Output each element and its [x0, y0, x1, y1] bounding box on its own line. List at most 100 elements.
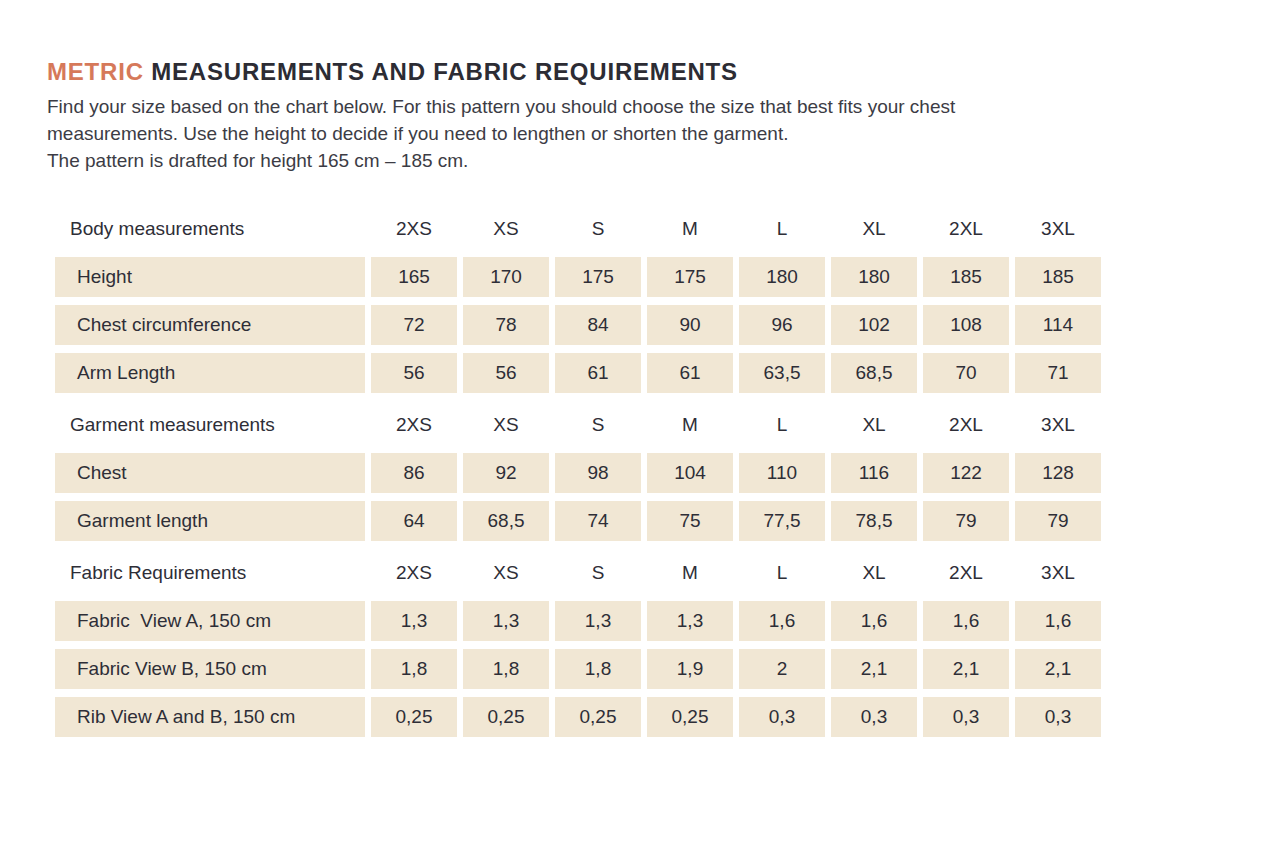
page-title-highlight: METRIC: [47, 58, 144, 85]
value-cell: 1,3: [371, 601, 457, 641]
value-cell: 1,3: [463, 601, 549, 641]
size-header-cell: L: [739, 553, 825, 593]
value-cell: 61: [555, 353, 641, 393]
value-cell: 96: [739, 305, 825, 345]
row-label-cell: Height: [55, 257, 365, 297]
value-cell: 108: [923, 305, 1009, 345]
value-cell: 1,9: [647, 649, 733, 689]
value-cell: 2,1: [831, 649, 917, 689]
value-cell: 0,25: [647, 697, 733, 737]
value-cell: 2: [739, 649, 825, 689]
size-header-cell: S: [555, 405, 641, 445]
table-row: Height165170175175180180185185: [55, 257, 1263, 297]
row-label-cell: Rib View A and B, 150 cm: [55, 697, 365, 737]
size-table: Body measurements2XSXSSMLXL2XL3XLHeight1…: [55, 209, 1263, 737]
value-cell: 1,6: [1015, 601, 1101, 641]
value-cell: 116: [831, 453, 917, 493]
value-cell: 0,3: [831, 697, 917, 737]
page-title: METRIC MEASUREMENTS AND FABRIC REQUIREME…: [47, 58, 1263, 86]
value-cell: 77,5: [739, 501, 825, 541]
section-header-label: Body measurements: [55, 209, 365, 249]
size-header-cell: M: [647, 553, 733, 593]
size-header-cell: XS: [463, 209, 549, 249]
value-cell: 1,8: [463, 649, 549, 689]
value-cell: 1,6: [739, 601, 825, 641]
section-header-row: Garment measurements2XSXSSMLXL2XL3XL: [55, 405, 1263, 445]
size-header-cell: XL: [831, 405, 917, 445]
table-row: Chest869298104110116122128: [55, 453, 1263, 493]
size-header-cell: M: [647, 209, 733, 249]
row-label-cell: Arm Length: [55, 353, 365, 393]
intro-line-1: Find your size based on the chart below.…: [47, 93, 1263, 120]
value-cell: 70: [923, 353, 1009, 393]
size-header-cell: M: [647, 405, 733, 445]
value-cell: 78: [463, 305, 549, 345]
value-cell: 92: [463, 453, 549, 493]
value-cell: 61: [647, 353, 733, 393]
size-header-cell: 3XL: [1015, 405, 1101, 445]
value-cell: 56: [371, 353, 457, 393]
value-cell: 98: [555, 453, 641, 493]
value-cell: 170: [463, 257, 549, 297]
value-cell: 90: [647, 305, 733, 345]
value-cell: 74: [555, 501, 641, 541]
table-row: Fabric View B, 150 cm1,81,81,81,922,12,1…: [55, 649, 1263, 689]
section-header-label: Fabric Requirements: [55, 553, 365, 593]
value-cell: 102: [831, 305, 917, 345]
intro-line-2: measurements. Use the height to decide i…: [47, 120, 1263, 147]
section-header-row: Fabric Requirements2XSXSSMLXL2XL3XL: [55, 553, 1263, 593]
value-cell: 79: [1015, 501, 1101, 541]
value-cell: 0,25: [463, 697, 549, 737]
value-cell: 1,8: [555, 649, 641, 689]
section-header-row: Body measurements2XSXSSMLXL2XL3XL: [55, 209, 1263, 249]
value-cell: 175: [647, 257, 733, 297]
value-cell: 128: [1015, 453, 1101, 493]
value-cell: 185: [1015, 257, 1101, 297]
size-header-cell: XL: [831, 553, 917, 593]
size-header-cell: XL: [831, 209, 917, 249]
table-row: Fabric View A, 150 cm1,31,31,31,31,61,61…: [55, 601, 1263, 641]
row-label-cell: Chest: [55, 453, 365, 493]
value-cell: 185: [923, 257, 1009, 297]
size-header-cell: 2XL: [923, 553, 1009, 593]
value-cell: 75: [647, 501, 733, 541]
value-cell: 0,25: [371, 697, 457, 737]
size-header-cell: 3XL: [1015, 209, 1101, 249]
value-cell: 86: [371, 453, 457, 493]
size-header-cell: 2XS: [371, 553, 457, 593]
value-cell: 1,6: [923, 601, 1009, 641]
value-cell: 165: [371, 257, 457, 297]
row-label-cell: Fabric View B, 150 cm: [55, 649, 365, 689]
intro-paragraph: Find your size based on the chart below.…: [47, 93, 1263, 174]
page-title-rest: MEASUREMENTS AND FABRIC REQUIREMENTS: [151, 58, 738, 85]
value-cell: 1,6: [831, 601, 917, 641]
row-label-cell: Fabric View A, 150 cm: [55, 601, 365, 641]
value-cell: 64: [371, 501, 457, 541]
value-cell: 68,5: [831, 353, 917, 393]
value-cell: 110: [739, 453, 825, 493]
value-cell: 0,3: [923, 697, 1009, 737]
size-header-cell: XS: [463, 553, 549, 593]
value-cell: 56: [463, 353, 549, 393]
value-cell: 2,1: [923, 649, 1009, 689]
size-header-cell: 2XS: [371, 405, 457, 445]
value-cell: 104: [647, 453, 733, 493]
size-header-cell: XS: [463, 405, 549, 445]
value-cell: 0,25: [555, 697, 641, 737]
value-cell: 2,1: [1015, 649, 1101, 689]
value-cell: 180: [739, 257, 825, 297]
size-header-cell: 2XL: [923, 209, 1009, 249]
value-cell: 79: [923, 501, 1009, 541]
size-header-cell: L: [739, 405, 825, 445]
value-cell: 0,3: [739, 697, 825, 737]
value-cell: 72: [371, 305, 457, 345]
intro-line-3: The pattern is drafted for height 165 cm…: [47, 147, 1263, 174]
value-cell: 78,5: [831, 501, 917, 541]
section-header-label: Garment measurements: [55, 405, 365, 445]
value-cell: 1,8: [371, 649, 457, 689]
value-cell: 180: [831, 257, 917, 297]
page-content: METRIC MEASUREMENTS AND FABRIC REQUIREME…: [0, 0, 1263, 737]
table-row: Chest circumference7278849096102108114: [55, 305, 1263, 345]
table-row: Arm Length5656616163,568,57071: [55, 353, 1263, 393]
value-cell: 175: [555, 257, 641, 297]
